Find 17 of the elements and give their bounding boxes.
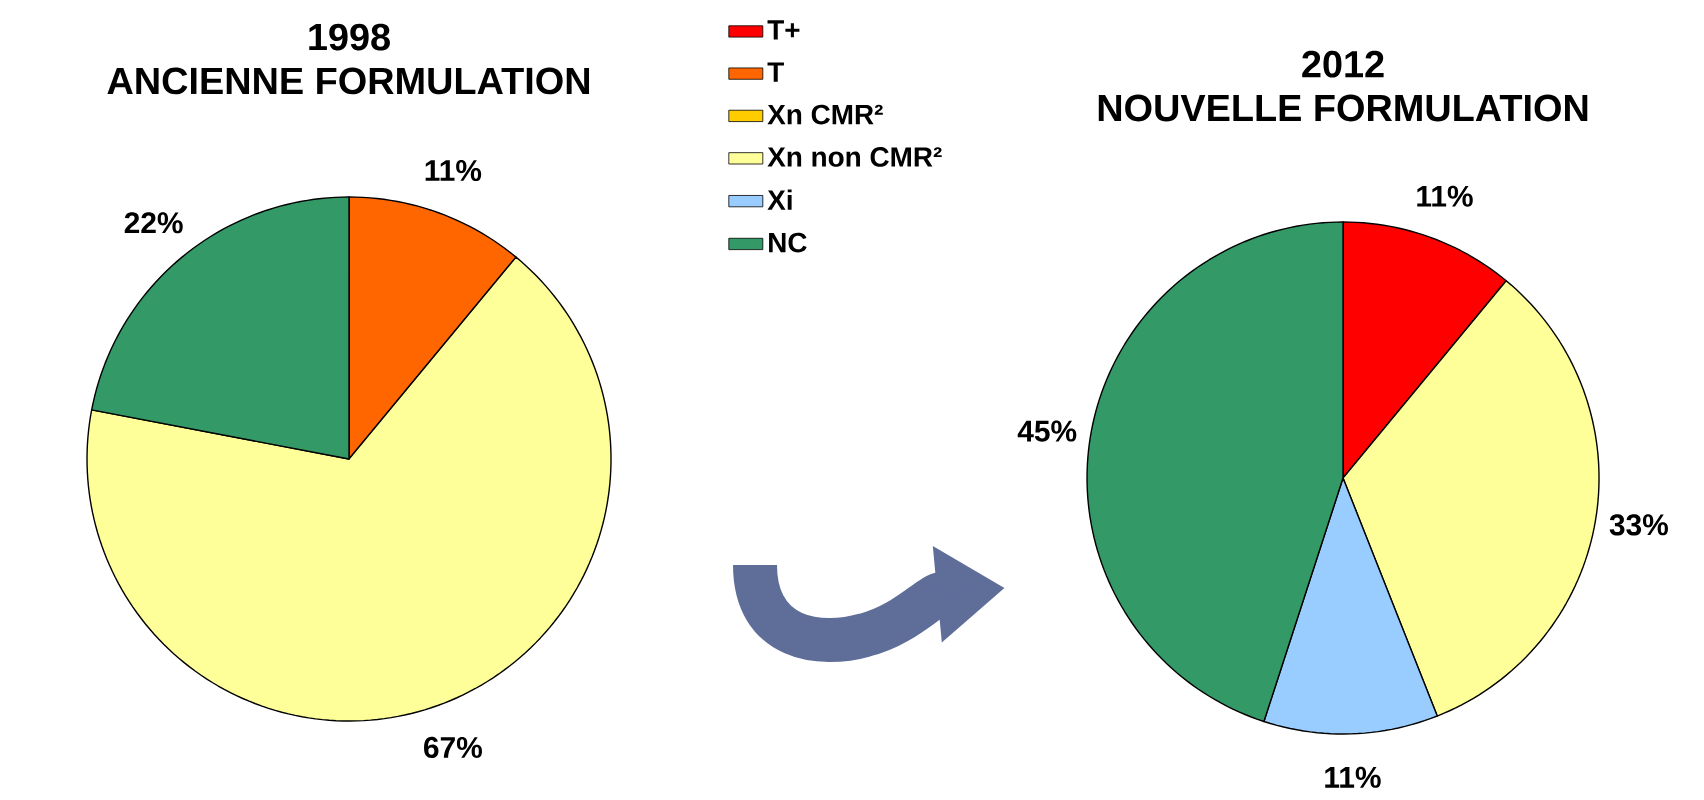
chart-title: 2012 (1302, 50, 1384, 78)
data-label: 22% (124, 212, 183, 234)
text: ANCIENNE FORMULATION (107, 67, 590, 95)
data-label: 67% (424, 736, 482, 758)
legend-label: T+ (767, 20, 800, 40)
legend-label: Xn non CMR² (767, 147, 942, 167)
chart-subtitle: NOUVELLE FORMULATION (1098, 94, 1588, 122)
data-label: 11% (1417, 185, 1473, 207)
legend-label: Xi (767, 189, 792, 210)
data-label: 45% (1017, 420, 1077, 442)
legend-label: Xn CMR² (767, 104, 883, 125)
data-label: 11% (1325, 766, 1381, 788)
legend-label: T (767, 62, 784, 82)
data-label: 11% (425, 160, 482, 182)
chart-title: 1998 (309, 23, 390, 51)
legend-label: NC (769, 232, 807, 253)
data-label: 33% (1609, 514, 1668, 536)
